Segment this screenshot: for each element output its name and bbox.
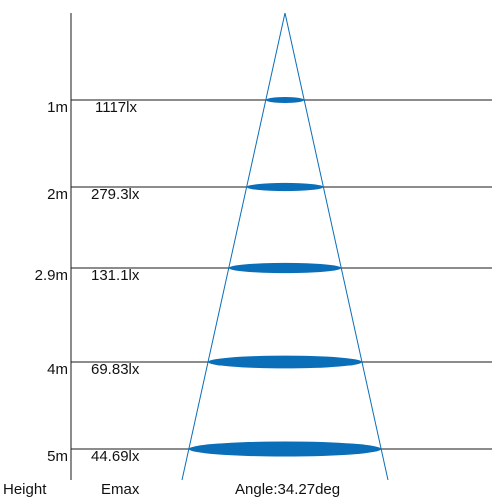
light-spot (246, 182, 324, 192)
light-spot (208, 355, 362, 369)
height-label: 1m (47, 99, 68, 116)
footer-height-label: Height (3, 481, 47, 498)
light-spot (265, 97, 305, 103)
light-spots (188, 97, 382, 457)
emax-label: 44.69lx (91, 448, 140, 465)
height-label: 4m (47, 361, 68, 378)
emax-label: 1117lx (95, 99, 137, 116)
emax-label: 69.83lx (91, 361, 140, 378)
emax-label: 131.1lx (91, 267, 140, 284)
footer-emax-label: Emax (101, 481, 140, 498)
height-label: 2m (47, 186, 68, 203)
light-spot (188, 441, 382, 457)
light-spot (228, 262, 342, 274)
height-label: 5m (47, 448, 68, 465)
footer-angle-label: Angle:34.27deg (235, 481, 340, 498)
height-label: 2.9m (35, 267, 68, 284)
grid-lines (70, 13, 492, 480)
cone-edge-right (284, 12, 389, 481)
level-labels: 1m 1117lx 2m 279.3lx 2.9m 131.1lx 4m 69.83lx 5m 4… (35, 99, 140, 465)
cone-edge-left (181, 12, 286, 481)
beam-cone (181, 12, 389, 481)
emax-label: 279.3lx (91, 186, 140, 203)
